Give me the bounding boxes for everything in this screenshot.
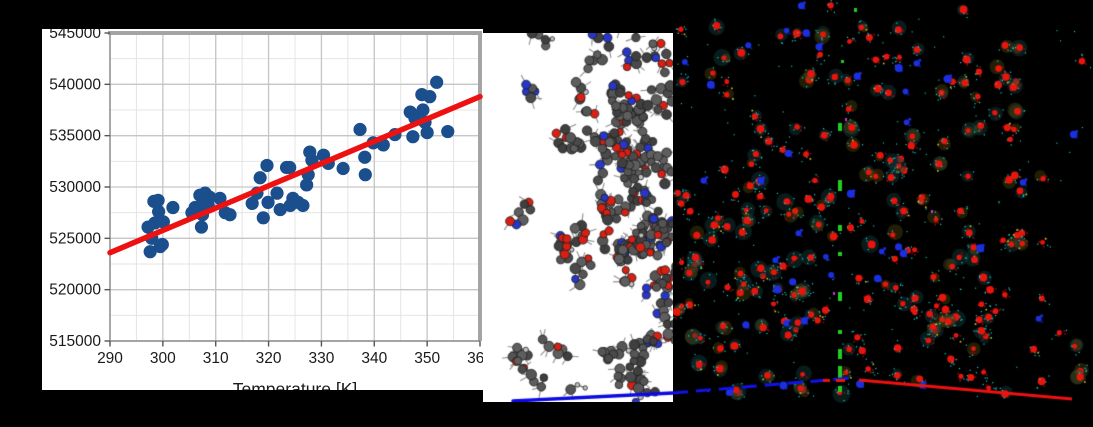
x-tick-label: 350 <box>414 350 440 367</box>
data-point <box>256 211 270 225</box>
data-point <box>213 191 227 205</box>
y-tick-label: 530000 <box>49 179 101 196</box>
data-point <box>260 158 274 173</box>
data-point <box>152 205 166 219</box>
data-point <box>423 90 437 104</box>
trend-line <box>107 93 483 256</box>
data-point <box>273 202 287 217</box>
scatter-plot-panel: Temperature [K] 290 300 310 320 330 340 350 360… <box>42 29 483 390</box>
data-point <box>420 125 434 140</box>
x-tick-label: 330 <box>308 350 334 367</box>
y-tick-label: 545000 <box>49 29 101 42</box>
x-tick-label: 310 <box>203 350 229 367</box>
y-tick-label: 525000 <box>49 230 101 247</box>
data-point <box>406 130 420 144</box>
y-tick-label: 520000 <box>49 282 101 299</box>
data-point <box>441 124 455 139</box>
md-snapshot-render <box>673 0 1093 427</box>
data-point <box>156 215 170 229</box>
data-point <box>166 200 180 215</box>
x-tick-label: 360 <box>467 350 483 367</box>
data-point <box>300 178 314 192</box>
scatter-chart: Temperature [K] 290 300 310 320 330 340 350 360… <box>49 29 483 390</box>
data-point <box>283 160 297 175</box>
molecular-structure-panel <box>483 33 673 402</box>
data-point <box>155 237 169 252</box>
data-point <box>430 75 444 89</box>
x-axis-label: Temperature [K] <box>233 379 358 390</box>
x-tick-label: 290 <box>97 350 123 367</box>
data-point <box>416 103 430 117</box>
data-point <box>296 198 310 213</box>
data-point <box>245 196 259 211</box>
data-point <box>270 186 284 200</box>
data-point <box>151 193 165 207</box>
y-tick-label: 515000 <box>49 333 101 350</box>
x-tick-label: 340 <box>361 350 387 367</box>
data-point <box>253 171 267 185</box>
molecular-structure-render <box>483 33 673 402</box>
data-point <box>203 190 217 204</box>
y-tick-label: 540000 <box>49 76 101 93</box>
data-point <box>223 208 237 222</box>
x-tick-label: 320 <box>256 350 282 367</box>
y-tick-label: 535000 <box>49 128 101 145</box>
data-point <box>353 122 367 137</box>
data-point <box>261 195 275 209</box>
data-point <box>336 161 350 176</box>
data-point <box>194 220 209 234</box>
data-point <box>143 245 157 259</box>
data-point <box>358 168 372 182</box>
data-point <box>358 150 372 164</box>
x-tick-label: 300 <box>150 350 176 367</box>
md-snapshot-panel <box>673 0 1093 427</box>
